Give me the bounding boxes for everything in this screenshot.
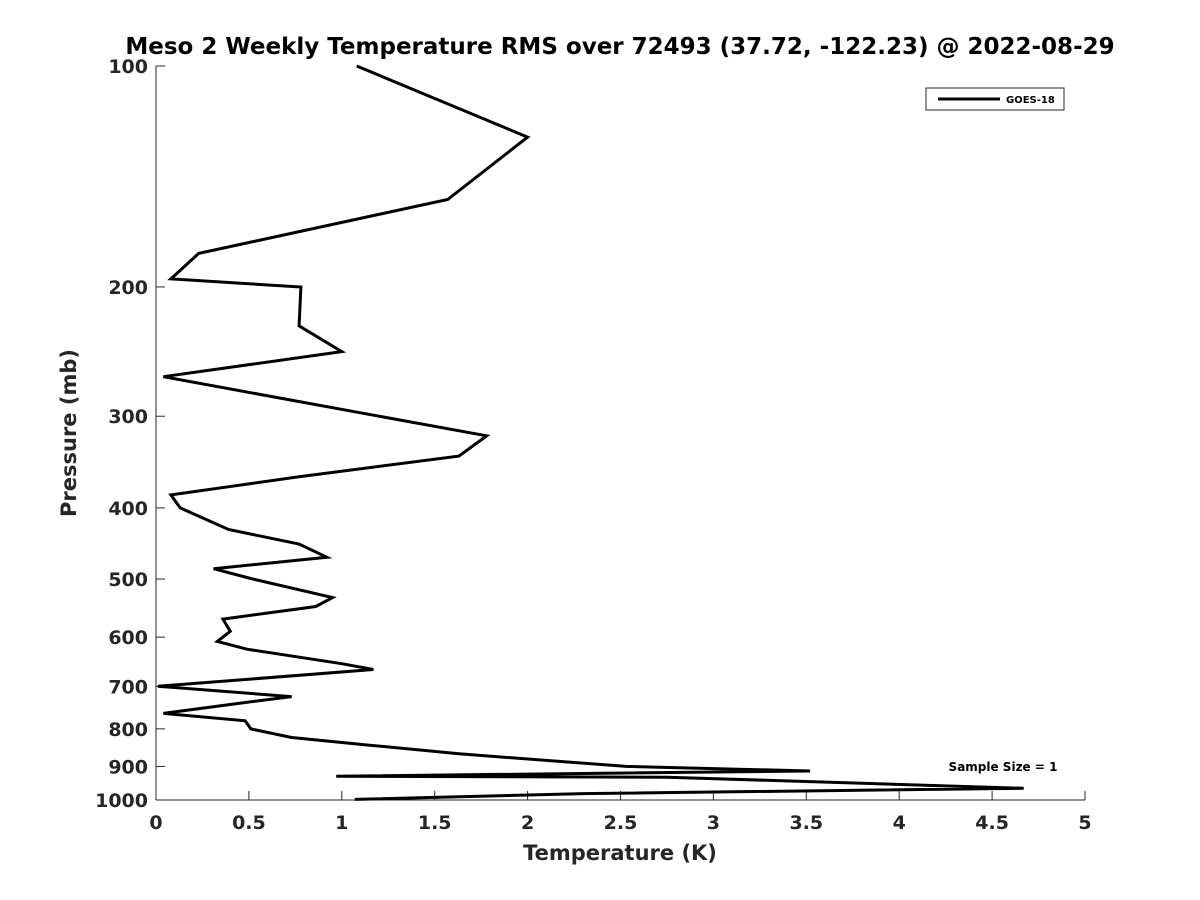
y-tick-label: 500 <box>108 569 148 591</box>
y-tick-label: 300 <box>108 406 148 428</box>
y-tick-label: 1000 <box>95 790 148 812</box>
y-tick-label: 800 <box>108 719 148 741</box>
y-axis-label: Pressure (mb) <box>57 349 81 517</box>
x-tick-label: 2.5 <box>604 812 638 834</box>
x-tick-label: 0 <box>149 812 162 834</box>
legend: GOES-18 <box>925 87 1065 111</box>
y-ticks: 100 200 300 400 500 600 700 800 900 1000 <box>95 56 165 812</box>
sample-size-annotation: Sample Size = 1 <box>949 760 1058 774</box>
x-tick-label: 1 <box>335 812 348 834</box>
y-tick-label: 200 <box>108 277 148 299</box>
y-tick-label: 600 <box>108 627 148 649</box>
x-tick-label: 1.5 <box>418 812 452 834</box>
x-tick-label: 4 <box>893 812 906 834</box>
y-tick-label: 400 <box>108 498 148 520</box>
x-tick-label: 2 <box>521 812 534 834</box>
y-tick-label: 100 <box>108 56 148 78</box>
series-line-goes-18 <box>157 64 1024 801</box>
legend-label-goes-18: GOES-18 <box>1006 95 1055 106</box>
x-tick-label: 3.5 <box>789 812 823 834</box>
y-tick-label: 700 <box>108 676 148 698</box>
x-tick-label: 3 <box>707 812 720 834</box>
x-tick-label: 0.5 <box>232 812 266 834</box>
x-axis-label: Temperature (K) <box>523 841 717 865</box>
x-tick-label: 5 <box>1078 812 1091 834</box>
chart-title: Meso 2 Weekly Temperature RMS over 72493… <box>125 34 1114 60</box>
x-ticks: 0 0.5 1 1.5 2 2.5 3 3.5 4 4.5 5 <box>149 791 1092 834</box>
x-tick-label: 4.5 <box>975 812 1009 834</box>
y-tick-label: 900 <box>108 756 148 778</box>
